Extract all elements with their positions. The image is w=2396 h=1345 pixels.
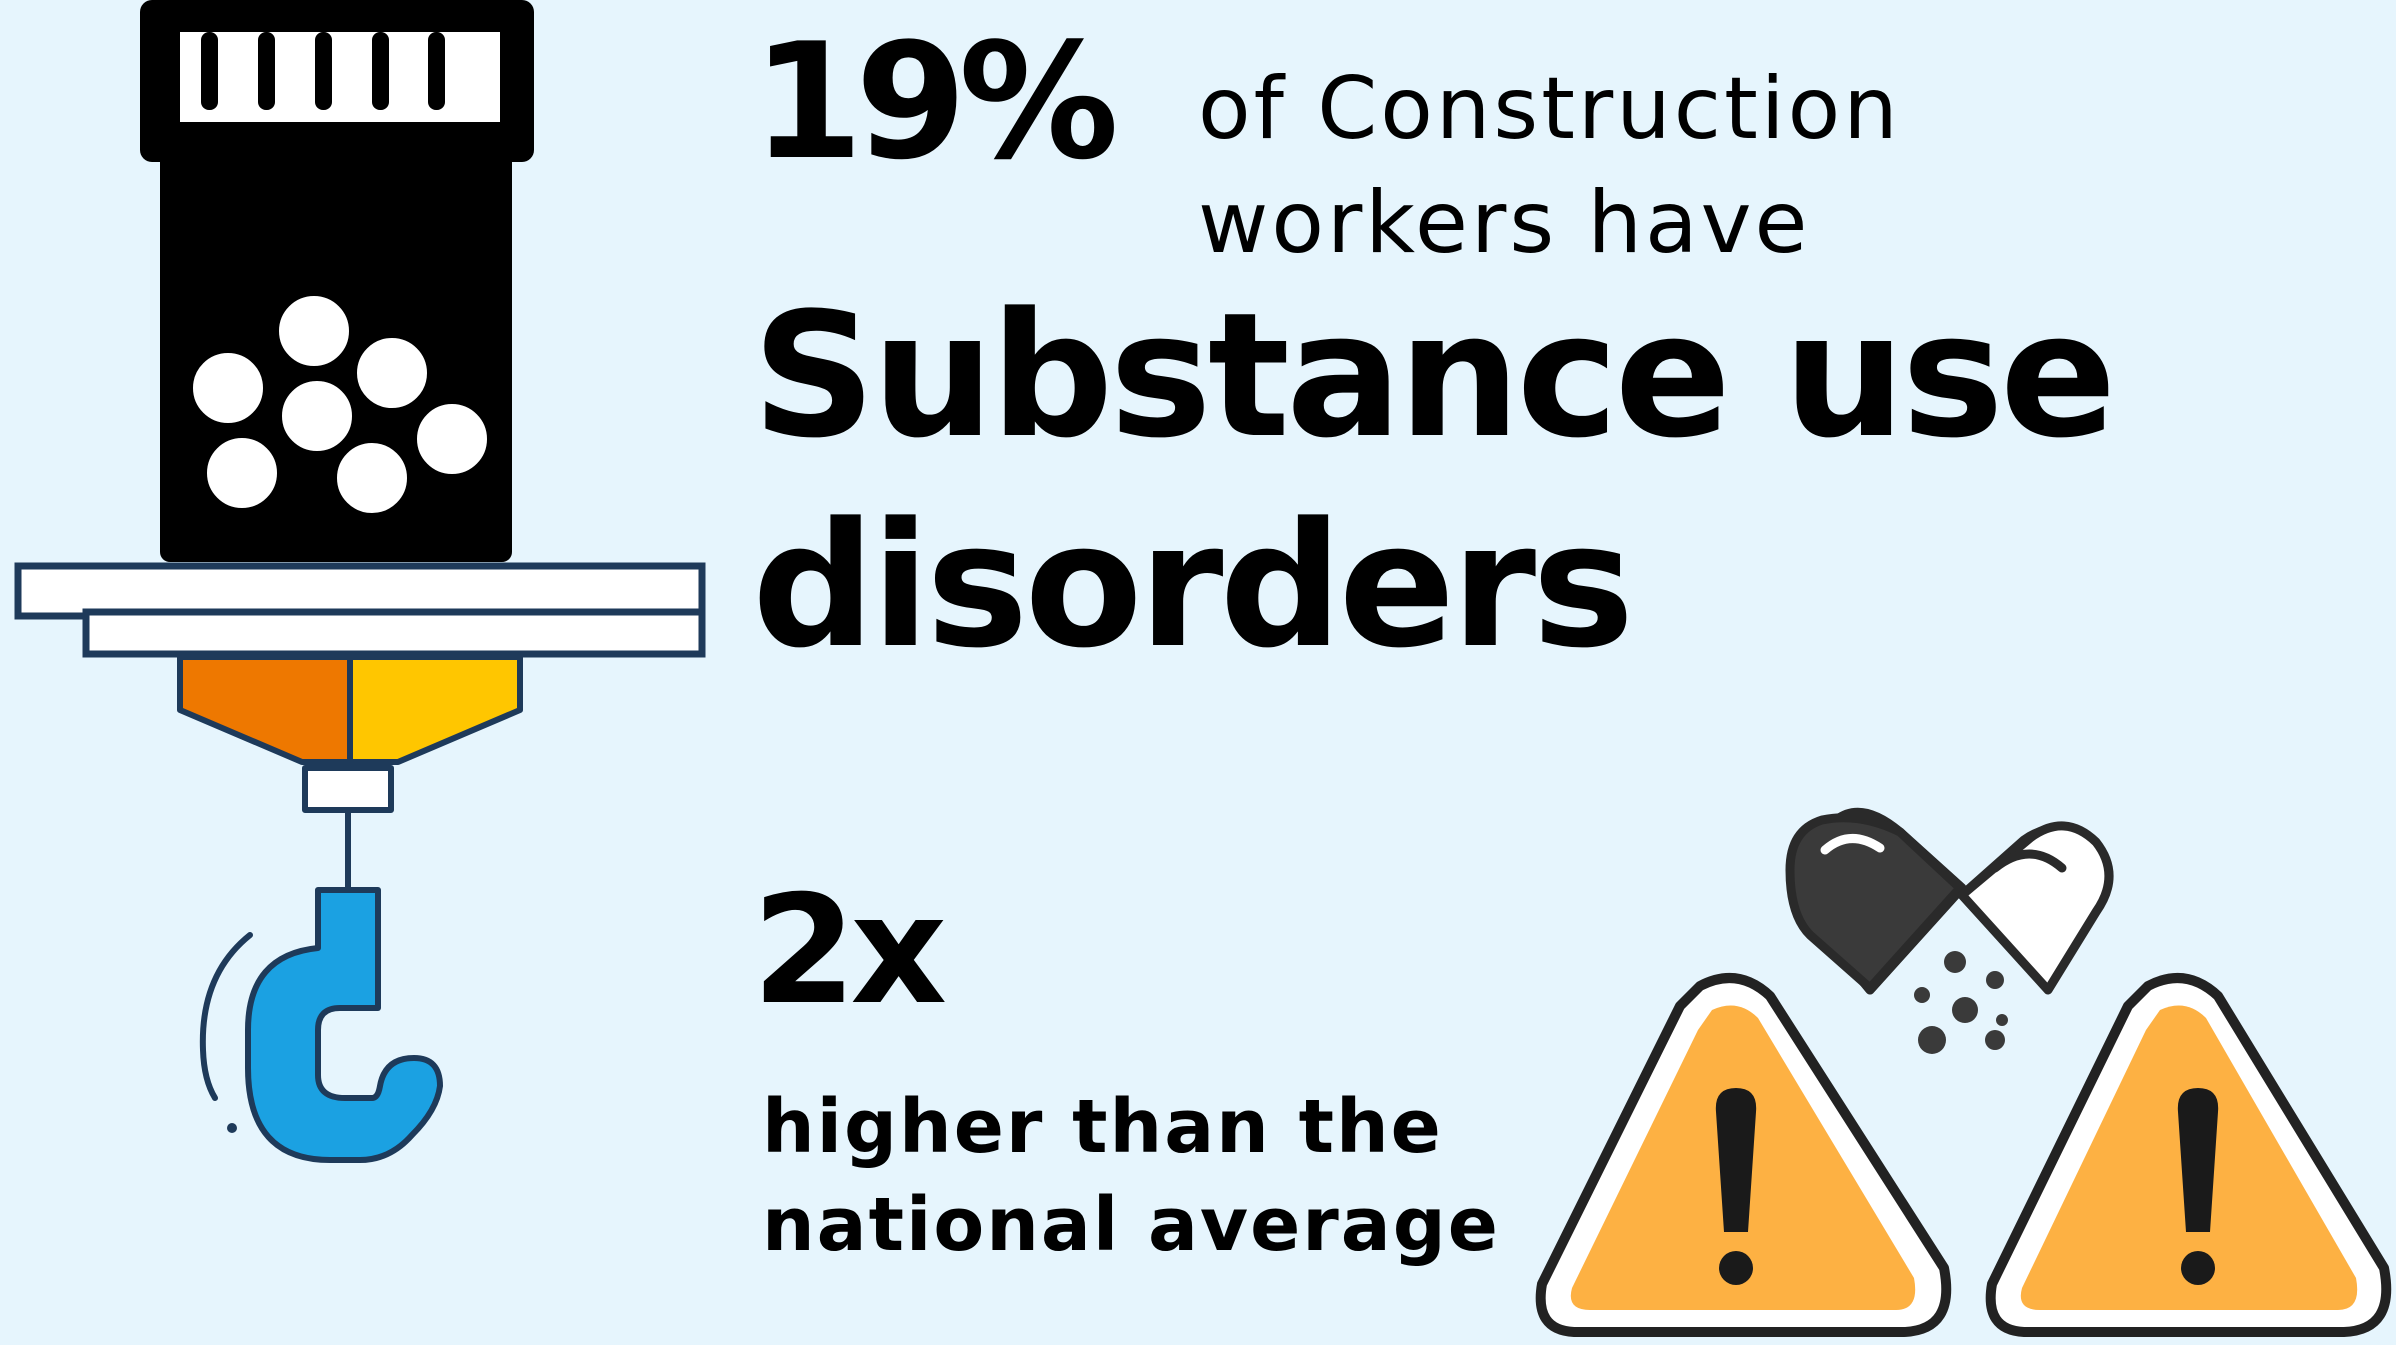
broken-capsule-icon <box>1785 807 2114 995</box>
crane-hook-icon <box>199 887 443 1163</box>
warning-triangle-icon <box>1985 973 2392 1337</box>
pill-particles <box>1914 951 2008 1054</box>
stat-percentage: 19% <box>752 8 1119 195</box>
stat-text-line-2: workers have <box>1198 173 1811 273</box>
headline-line-1: Substance use <box>752 275 2117 476</box>
warning-triangle-icon <box>1535 973 1952 1337</box>
comparison-text-line-1: higher than the <box>762 1084 1443 1170</box>
pill-bottle-icon <box>140 0 534 562</box>
printer-rails <box>14 562 706 658</box>
comparison-text-line-2: national average <box>762 1182 1500 1268</box>
stat-text-line-1: of Construction <box>1198 59 1901 159</box>
headline-line-2: disorders <box>752 485 1634 686</box>
printer-nozzle <box>177 654 523 888</box>
comparison-multiplier: 2x <box>752 864 947 1038</box>
